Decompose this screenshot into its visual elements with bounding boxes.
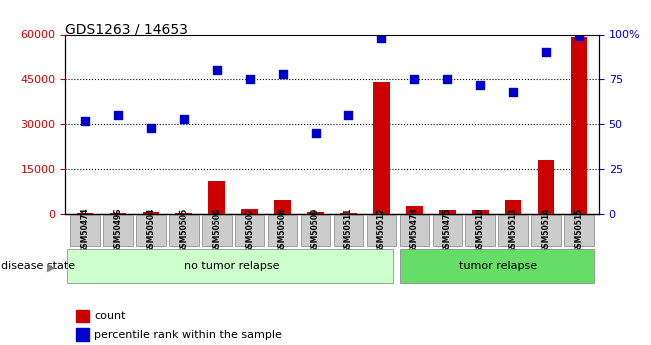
- FancyBboxPatch shape: [432, 215, 462, 246]
- Point: [277, 71, 288, 77]
- Text: GSM50515: GSM50515: [575, 208, 584, 253]
- Text: GSM50505: GSM50505: [179, 208, 188, 253]
- Point: [442, 77, 452, 82]
- Text: GSM50509: GSM50509: [311, 208, 320, 253]
- FancyBboxPatch shape: [564, 215, 594, 246]
- Text: disease state: disease state: [1, 261, 76, 270]
- Point: [574, 33, 585, 39]
- Bar: [472, 210, 488, 214]
- Text: percentile rank within the sample: percentile rank within the sample: [94, 330, 283, 339]
- Point: [475, 82, 486, 88]
- Bar: [208, 181, 225, 214]
- Text: GSM50513: GSM50513: [508, 208, 518, 253]
- Point: [79, 118, 90, 124]
- Text: GSM50512: GSM50512: [377, 208, 386, 253]
- FancyBboxPatch shape: [268, 215, 298, 246]
- Bar: [505, 200, 521, 214]
- Text: GSM50496: GSM50496: [113, 208, 122, 253]
- Bar: [109, 213, 126, 214]
- Point: [541, 50, 551, 55]
- Text: ▶: ▶: [47, 263, 55, 272]
- Point: [508, 89, 518, 95]
- Bar: [76, 328, 89, 341]
- FancyBboxPatch shape: [465, 215, 495, 246]
- FancyBboxPatch shape: [400, 248, 594, 283]
- FancyBboxPatch shape: [103, 215, 133, 246]
- Point: [343, 112, 353, 118]
- FancyBboxPatch shape: [367, 215, 396, 246]
- Bar: [76, 310, 89, 322]
- Point: [244, 77, 255, 82]
- Text: no tumor relapse: no tumor relapse: [184, 261, 279, 270]
- Text: GSM50506: GSM50506: [212, 208, 221, 253]
- Bar: [406, 206, 422, 214]
- Bar: [373, 82, 390, 214]
- Text: tumor relapse: tumor relapse: [460, 261, 538, 270]
- FancyBboxPatch shape: [531, 215, 561, 246]
- Bar: [77, 213, 93, 214]
- Point: [113, 112, 123, 118]
- Point: [146, 125, 156, 130]
- Text: GSM50507: GSM50507: [245, 208, 254, 253]
- FancyBboxPatch shape: [67, 248, 393, 283]
- Text: GSM50475: GSM50475: [443, 208, 452, 253]
- Bar: [439, 210, 456, 214]
- FancyBboxPatch shape: [136, 215, 165, 246]
- Text: GDS1263 / 14653: GDS1263 / 14653: [65, 22, 188, 37]
- Text: GSM50504: GSM50504: [146, 208, 156, 253]
- FancyBboxPatch shape: [400, 215, 429, 246]
- Point: [178, 116, 189, 121]
- Bar: [143, 212, 159, 214]
- Text: GSM50511: GSM50511: [344, 208, 353, 253]
- FancyBboxPatch shape: [235, 215, 264, 246]
- FancyBboxPatch shape: [169, 215, 199, 246]
- Point: [311, 130, 321, 136]
- Point: [409, 77, 420, 82]
- FancyBboxPatch shape: [499, 215, 528, 246]
- Text: GSM50514: GSM50514: [542, 208, 551, 253]
- Bar: [242, 209, 258, 214]
- Text: GSM50474: GSM50474: [80, 207, 89, 253]
- Text: GSM50508: GSM50508: [278, 208, 287, 253]
- Bar: [274, 200, 291, 214]
- Bar: [571, 38, 587, 214]
- Point: [376, 35, 387, 41]
- Bar: [340, 213, 357, 214]
- Point: [212, 68, 222, 73]
- Bar: [538, 160, 555, 214]
- Text: count: count: [94, 311, 126, 321]
- Bar: [307, 213, 324, 214]
- FancyBboxPatch shape: [70, 215, 100, 246]
- FancyBboxPatch shape: [202, 215, 232, 246]
- Bar: [176, 213, 192, 214]
- FancyBboxPatch shape: [301, 215, 330, 246]
- FancyBboxPatch shape: [334, 215, 363, 246]
- Text: GSM50510: GSM50510: [476, 208, 485, 253]
- Text: GSM50473: GSM50473: [410, 207, 419, 253]
